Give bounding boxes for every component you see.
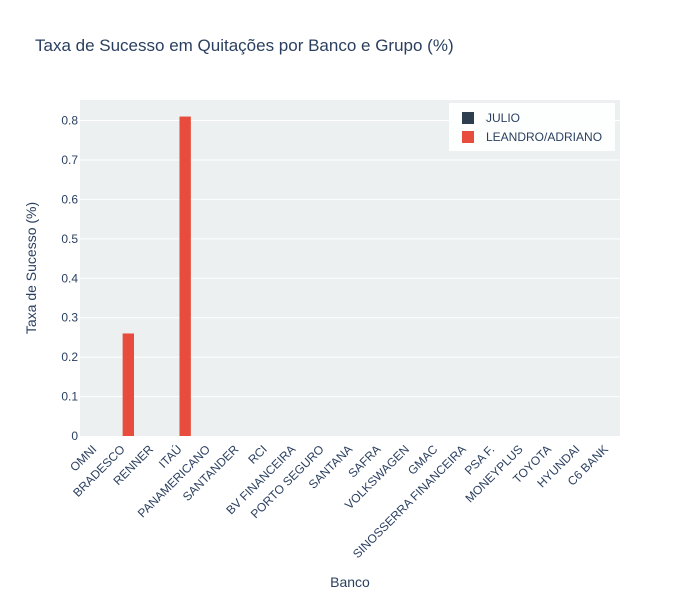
plot-area (80, 100, 620, 436)
y-tick-label: 0 (71, 429, 78, 443)
legend-label: JULIO (486, 111, 520, 125)
y-tick-label: 0.5 (61, 232, 78, 246)
y-tick-label: 0.2 (61, 350, 78, 364)
bars (122, 116, 191, 436)
y-axis-ticks: 0 0.1 0.2 0.3 0.4 0.5 0.6 0.7 0.8 (61, 114, 78, 443)
bar-leandro-adriano-3 (179, 116, 191, 436)
y-tick-label: 0.8 (61, 114, 78, 128)
y-axis-title: Taxa de Sucesso (%) (23, 202, 39, 334)
legend-label: LEANDRO/ADRIANO (486, 130, 602, 144)
y-tick-label: 0.6 (61, 192, 78, 206)
legend-swatch (462, 131, 474, 143)
y-tick-label: 0.3 (61, 311, 78, 325)
x-axis-title: Banco (330, 574, 370, 590)
chart-title: Taxa de Sucesso em Quitações por Banco e… (35, 36, 454, 55)
legend: JULIO LEANDRO/ADRIANO (449, 103, 615, 151)
y-tick-label: 0.1 (61, 390, 78, 404)
y-tick-label: 0.7 (61, 153, 78, 167)
y-tick-label: 0.4 (61, 271, 78, 285)
bar-leandro-adriano-1 (122, 333, 134, 436)
legend-box (449, 103, 615, 151)
legend-swatch (462, 112, 474, 124)
